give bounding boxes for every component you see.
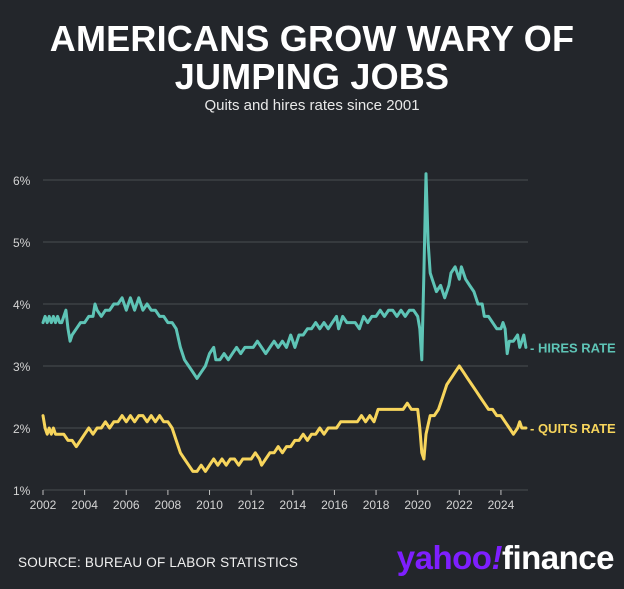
logo-bang: !: [491, 539, 502, 576]
y-tick-label: 3%: [13, 360, 31, 374]
x-tick-label: 2024: [488, 498, 515, 512]
series-label-hires: - HIRES RATE: [530, 340, 616, 355]
chart-subtitle: Quits and hires rates since 2001: [204, 97, 420, 114]
series-line-quits: [41, 364, 528, 473]
x-tick-label: 2008: [155, 498, 182, 512]
y-tick-label: 6%: [13, 174, 31, 188]
x-tick-label: 2018: [363, 498, 390, 512]
x-tick-label: 2016: [321, 498, 348, 512]
title-line-1: AMERICANS GROW WARY OF: [49, 18, 575, 59]
series-lines: [41, 172, 528, 473]
x-tick-label: 2010: [196, 498, 223, 512]
y-tick-label: 2%: [13, 422, 31, 436]
yahoo-finance-logo: yahoo!finance: [396, 539, 615, 577]
y-tick-label: 1%: [13, 484, 31, 498]
title-line-2: JUMPING JOBS: [174, 56, 450, 97]
x-tick-label: 2006: [113, 498, 140, 512]
grid-lines: [43, 179, 528, 491]
logo-yahoo: yahoo: [396, 539, 492, 576]
x-tick-label: 2004: [71, 498, 98, 512]
x-tick-label: 2012: [238, 498, 265, 512]
series-line-hires: [41, 172, 528, 380]
series-labels: - HIRES RATE - QUITS RATE: [530, 340, 616, 436]
y-tick-label: 4%: [13, 298, 31, 312]
y-tick-label: 5%: [13, 236, 31, 250]
x-tick-label: 2014: [279, 498, 306, 512]
series-label-quits: - QUITS RATE: [530, 421, 616, 436]
x-tick-label: 2022: [446, 498, 473, 512]
x-tick-label: 2002: [30, 498, 57, 512]
x-axis-ticks: 2002 2004 2006 2008 2010 2012 2014 2016 2018 2020…: [30, 490, 515, 512]
logo-finance: finance: [501, 539, 615, 576]
source-note: SOURCE: BUREAU OF LABOR STATISTICS: [18, 555, 299, 570]
chart-title: AMERICANS GROW WARY OF JUMPING JOBS: [0, 20, 624, 96]
y-axis-ticks: 1% 2% 3% 4% 5% 6%: [13, 174, 31, 498]
x-tick-label: 2020: [404, 498, 431, 512]
